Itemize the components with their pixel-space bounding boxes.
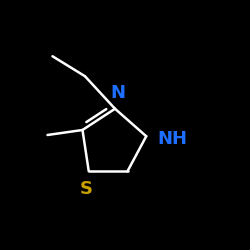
Text: NH: NH (158, 130, 188, 148)
Text: N: N (110, 84, 125, 102)
Text: S: S (80, 180, 93, 198)
